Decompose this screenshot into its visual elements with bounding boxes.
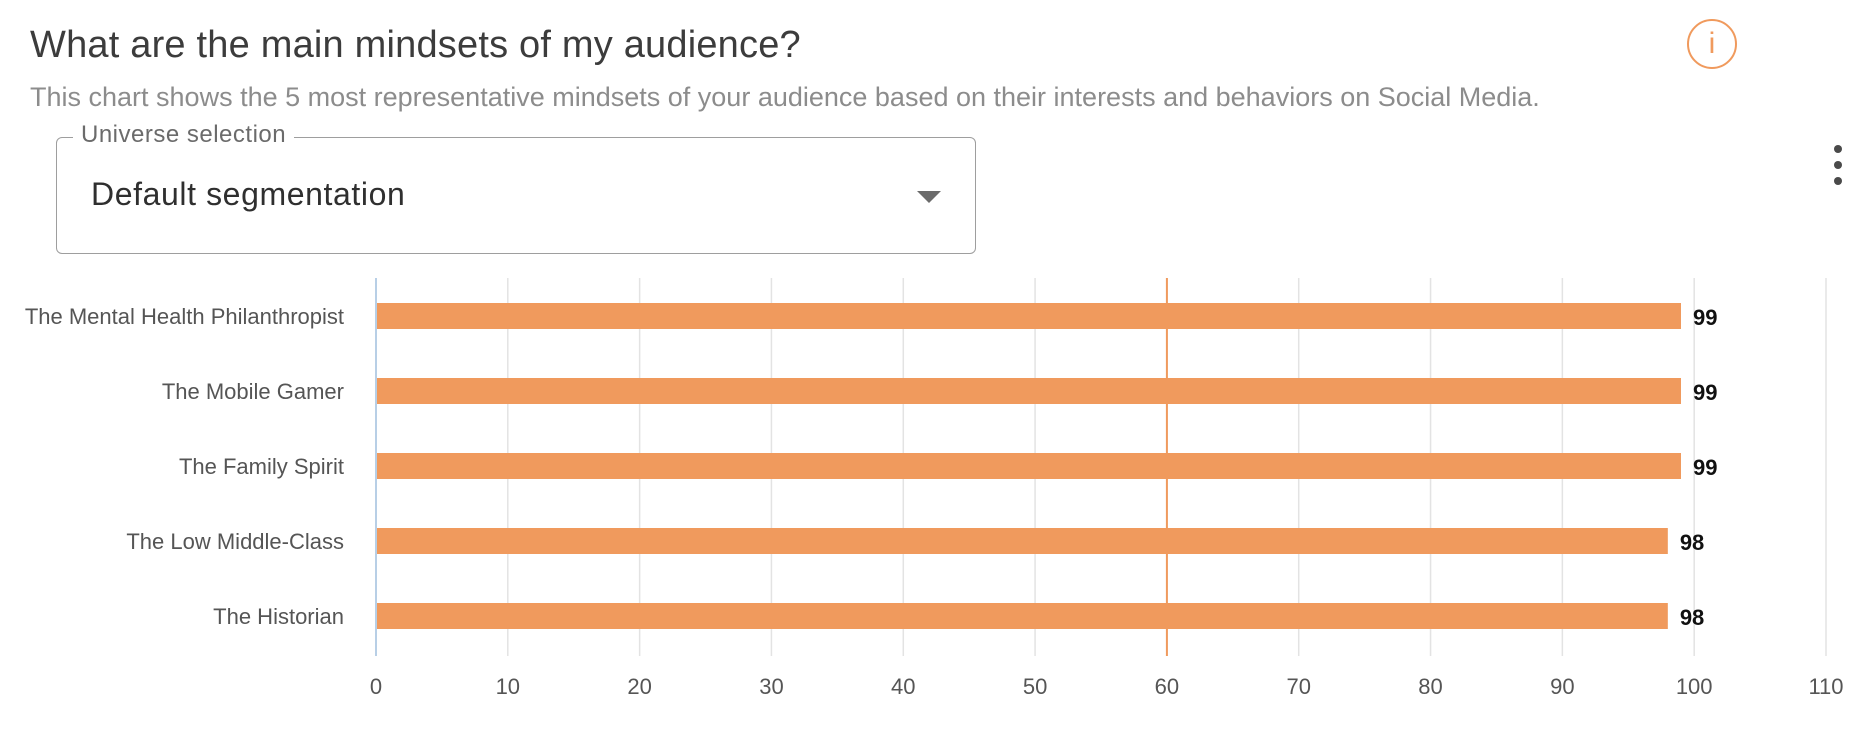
data-label: 98 [1680, 530, 1704, 555]
caret-down-icon[interactable] [917, 191, 941, 203]
universe-selection-value: Default segmentation [91, 176, 406, 212]
info-icon-glyph: i [1708, 27, 1716, 60]
x-tick-label: 100 [1676, 674, 1713, 699]
category-label: The Mobile Gamer [162, 379, 344, 404]
more-vertical-icon[interactable] [1832, 145, 1844, 185]
mindsets-bar-chart: The Mental Health Philanthropist 99 The Mo… [25, 278, 1844, 699]
universe-selection-label: Universe selection [73, 121, 295, 149]
x-tick-label: 40 [891, 674, 915, 699]
x-tick-label: 80 [1418, 674, 1442, 699]
x-tick-label: 90 [1550, 674, 1574, 699]
category-label: The Low Middle-Class [126, 529, 344, 554]
kebab-dot [1834, 161, 1842, 169]
x-tick-label: 30 [759, 674, 783, 699]
universe-selection-select[interactable]: Universe selection Default segmentation [56, 121, 976, 254]
category-label: The Mental Health Philanthropist [25, 304, 344, 329]
kebab-dot [1834, 177, 1842, 185]
x-tick-label: 10 [496, 674, 520, 699]
kebab-dot [1834, 145, 1842, 153]
x-tick-label: 70 [1286, 674, 1310, 699]
x-tick-label: 20 [627, 674, 651, 699]
category-label: The Family Spirit [179, 454, 344, 479]
bar [376, 528, 1668, 554]
data-label: 99 [1693, 305, 1717, 330]
x-tick-label: 110 [1808, 674, 1843, 699]
bar [376, 303, 1681, 329]
x-tick-label: 50 [1023, 674, 1047, 699]
data-label: 99 [1693, 455, 1717, 480]
data-label: 99 [1693, 380, 1717, 405]
bar [376, 453, 1681, 479]
category-label: The Historian [213, 604, 344, 629]
bar [376, 603, 1668, 629]
page-title: What are the main mindsets of my audienc… [30, 24, 801, 66]
data-label: 98 [1680, 605, 1704, 630]
page-subtitle: This chart shows the 5 most representati… [30, 82, 1540, 112]
bar [376, 378, 1681, 404]
x-tick-label: 0 [370, 674, 382, 699]
x-tick-label: 60 [1155, 674, 1179, 699]
info-icon[interactable]: i [1687, 19, 1737, 69]
